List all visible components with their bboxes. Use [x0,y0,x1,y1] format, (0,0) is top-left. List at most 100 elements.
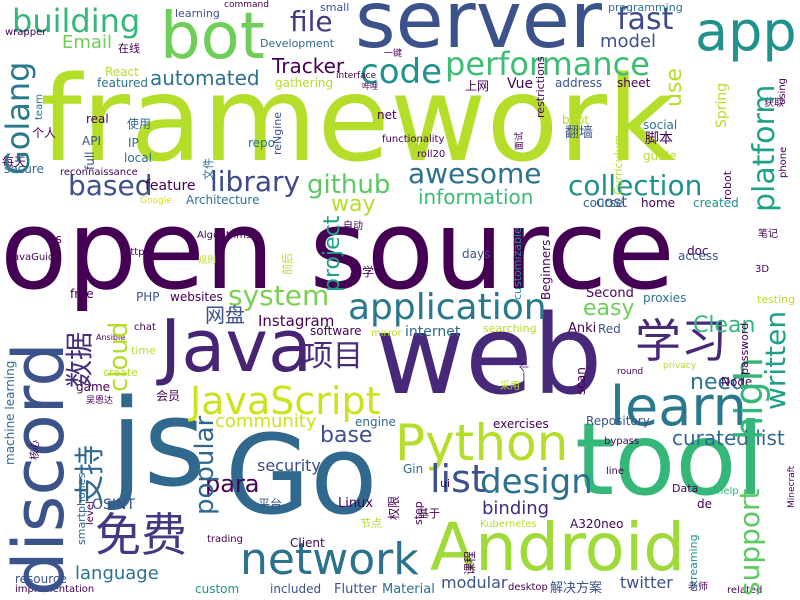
word: Minecraft [787,465,797,508]
word: platform [747,84,782,212]
word: 个人 [32,126,57,140]
word: base [320,423,373,448]
word: engine [355,415,396,429]
word: 科学 [350,265,375,279]
word: secure [4,162,44,176]
word: open source [0,186,675,314]
word: customizable [511,227,524,300]
word: robot [721,170,734,200]
word: related [727,585,763,596]
word: Google [140,196,172,206]
word: 吴恩达 [86,396,114,406]
word: learn [610,375,747,438]
word: 笔记 [758,229,778,240]
word: Golang [0,61,37,175]
word: repo [248,136,276,150]
word: learning [175,7,220,20]
word: file [290,5,333,38]
word: 核心 [30,440,41,460]
word: network [240,534,419,585]
word: sheet [617,76,651,90]
word: Email [62,32,112,53]
word: github [307,170,391,200]
word: https [124,247,150,258]
word: 会员 [156,389,181,403]
word: 免费 [95,508,187,562]
word: 采用 [500,381,520,392]
word: para [205,470,260,498]
word: Linux [338,496,374,511]
word: 自动 [343,221,363,232]
word: building [12,2,141,40]
word: trading [207,534,243,545]
word: mirror [371,328,402,339]
word: searching [483,322,537,335]
word: address [555,76,603,90]
word: Second [586,286,634,301]
word: doc [687,244,709,258]
word: 前后 [281,253,294,275]
word: internet [405,324,461,340]
word: fast [617,2,674,37]
word: A320neo [570,517,624,531]
word: wrapper [5,27,47,38]
word: chat [134,322,156,333]
word: Android [430,509,686,586]
word: binding [482,498,550,519]
word: 学习 [635,314,727,368]
word: IP [128,136,139,150]
word: home [641,196,676,210]
word: JavaGuide [10,252,61,263]
word: API [82,134,101,148]
word: code [360,52,442,92]
word: modular [441,573,508,592]
word: proxies [643,291,687,305]
word: course [583,196,624,210]
word: step [412,501,425,525]
word: community [215,411,317,432]
word: us [48,232,62,246]
word: Development [260,37,335,50]
word: time [131,344,156,357]
word: automated [150,66,260,90]
word: testing [757,293,796,306]
word: written [759,310,792,410]
word: support [733,488,766,596]
word: Gin [403,462,424,476]
word: app [695,0,797,63]
word: 使用 [127,117,152,131]
word: React [105,65,139,79]
word: level [85,501,96,525]
word: 面试 [515,131,525,150]
word: feature [145,178,196,194]
word: PHP [136,290,160,304]
word: streaming [687,534,700,590]
word: application [348,287,547,328]
word: library [210,165,301,198]
word: 一个 [520,362,531,382]
word: social [643,118,678,132]
word: round [617,367,644,377]
word: use [662,68,687,107]
word: phone [778,146,789,178]
word: curated list [672,426,785,450]
word: 网盘 [205,303,245,327]
word: language [75,563,159,584]
word: model [600,31,657,52]
word: free [70,287,94,301]
word: Material [382,582,435,597]
word: popular [190,415,220,515]
word: 3D [755,264,770,275]
word: Flutter [334,582,377,597]
word: cloud [104,321,134,392]
word: Ansible [96,333,126,342]
word: custom [195,582,240,596]
word: server [355,0,602,66]
word: bot [160,0,265,74]
word: 项目 [303,339,363,374]
word: Beginners [539,239,553,300]
word: small [320,1,350,14]
word: ui [440,477,451,490]
word: using [777,77,788,105]
